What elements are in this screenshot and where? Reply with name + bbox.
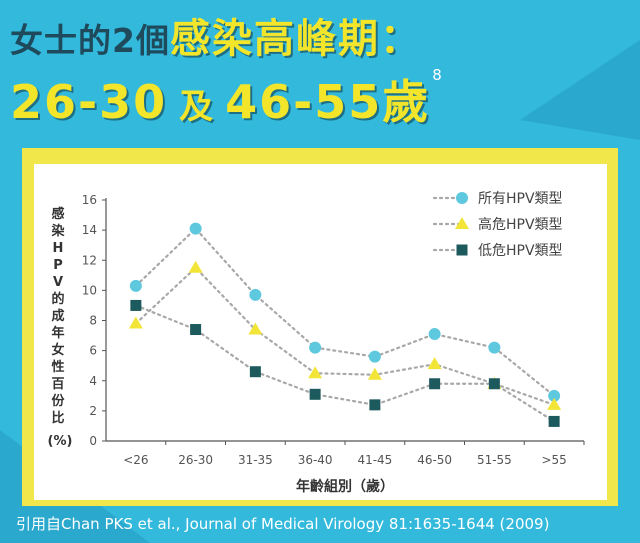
- legend-label: 所有HPV類型: [478, 191, 563, 207]
- legend-label: 低危HPV類型: [478, 243, 563, 259]
- headline-line-2: 26-30 及 46-55歲 8: [10, 66, 442, 132]
- x-tick-label: 46-50: [417, 453, 452, 467]
- data-point-high: [188, 260, 203, 273]
- y-label-char: P: [53, 258, 63, 273]
- legend-marker-all: [456, 192, 468, 204]
- y-tick-label: 10: [82, 283, 97, 297]
- x-tick-label: 26-30: [178, 453, 213, 467]
- y-tick-label: 16: [82, 193, 97, 207]
- data-point-high: [367, 367, 382, 380]
- series-line-1: [134, 266, 556, 406]
- data-point-high: [248, 322, 263, 335]
- y-tick-label: 6: [89, 344, 97, 358]
- data-point-high: [308, 366, 323, 379]
- data-point-all: [129, 279, 142, 292]
- y-label-char: V: [53, 275, 63, 290]
- data-point-low: [249, 366, 261, 378]
- y-label-char: 的: [51, 291, 64, 307]
- chart-axes: 0 2 4 6 8 10 12 14 16 <26 26-30 31-35 36-40 41-45 46-5…: [82, 193, 585, 467]
- headline-connector: 及: [179, 87, 214, 127]
- data-point-high: [427, 357, 442, 370]
- y-label-char: 成: [51, 308, 64, 324]
- data-point-all: [548, 389, 561, 402]
- y-label-char: 感: [51, 206, 64, 222]
- footnote-marker: 8: [432, 66, 442, 84]
- data-point-low: [130, 299, 142, 311]
- data-point-all: [309, 341, 322, 354]
- x-tick-label: >55: [541, 453, 566, 467]
- legend-marker-high: [455, 217, 469, 229]
- series-markers: [128, 222, 562, 427]
- series-line-0: [134, 227, 556, 397]
- data-point-low: [429, 378, 441, 390]
- data-point-all: [189, 222, 202, 235]
- data-point-low: [190, 324, 202, 336]
- data-point-low: [309, 388, 321, 400]
- peak-range-2: 46-55歲: [225, 75, 431, 129]
- headline-line-1: 女士的2個感染高峰期：: [10, 6, 422, 64]
- y-label-unit: (%): [48, 434, 73, 449]
- data-point-all: [428, 328, 441, 341]
- headline-highlight: 感染高峰期：: [169, 16, 422, 62]
- x-tick-label: 41-45: [357, 453, 392, 467]
- series-line-2: [134, 304, 556, 423]
- y-tick-label: 8: [89, 314, 97, 328]
- legend-label: 高危HPV類型: [478, 216, 563, 233]
- y-label-char: 年: [51, 325, 64, 341]
- x-tick-label: 36-40: [298, 453, 333, 467]
- chart-panel: [34, 164, 607, 500]
- y-label-char: 女: [51, 342, 64, 358]
- data-point-high: [128, 316, 143, 329]
- x-tick-label: 51-55: [477, 453, 512, 467]
- legend-marker-low: [456, 244, 468, 256]
- y-label-char: 性: [51, 359, 64, 375]
- data-point-high: [547, 397, 562, 410]
- data-point-low: [369, 399, 381, 411]
- x-tick-label: 31-35: [238, 453, 273, 467]
- y-tick-label: 12: [82, 253, 97, 267]
- series-lines: [134, 227, 556, 423]
- hpv-line-chart: 0 2 4 6 8 10 12 14 16 <26 26-30 31-35 36-40 41-45 46-5…: [48, 191, 585, 495]
- y-tick-label: 4: [89, 374, 97, 388]
- headline-prefix: 女士的2個: [10, 21, 170, 60]
- citation-text: 引用自Chan PKS et al., Journal of Medical V…: [16, 515, 550, 533]
- y-label-char: 百: [51, 377, 64, 392]
- data-point-low: [488, 378, 500, 390]
- y-label-char: H: [53, 241, 64, 256]
- data-point-all: [488, 341, 501, 354]
- data-point-all: [368, 350, 381, 363]
- y-tick-label: 0: [89, 434, 97, 448]
- x-axis-label: 年齡組別（歲）: [296, 478, 394, 495]
- y-label-char: 比: [51, 410, 64, 426]
- data-point-all: [249, 288, 262, 301]
- y-label-char: 份: [51, 393, 65, 409]
- y-label-char: 染: [50, 223, 65, 239]
- data-point-low: [548, 415, 560, 427]
- x-tick-label: <26: [123, 453, 148, 467]
- y-tick-label: 2: [89, 404, 97, 418]
- peak-range-1: 26-30: [10, 75, 168, 129]
- y-tick-label: 14: [82, 223, 97, 237]
